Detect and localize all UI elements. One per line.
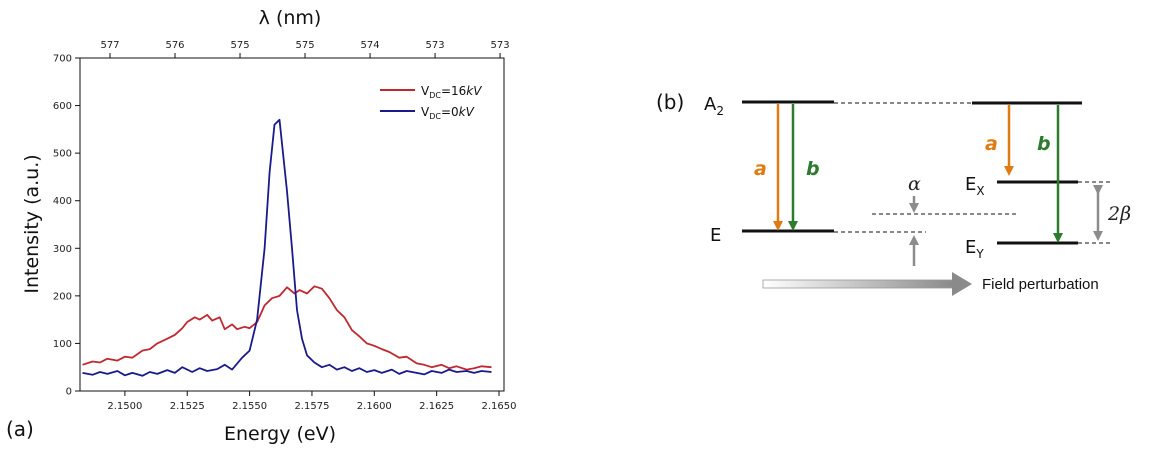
level-e-label: E (710, 225, 721, 246)
x-tick-label: 2.1600 (357, 401, 392, 412)
label-b-right: b (1037, 133, 1051, 155)
x-tick-label: 2.1575 (294, 401, 329, 412)
y-axis-ticks: 0 100 200 300 400 500 600 700 (53, 54, 80, 398)
level-ey-label: EY (965, 237, 984, 261)
field-arrow-shaft (762, 279, 954, 289)
series-layer (82, 118, 492, 377)
y-axis-title: Intensity (a.u.) (21, 154, 43, 293)
x-axis-title: Energy (eV) (224, 423, 336, 445)
top-tick-label: 575 (295, 40, 314, 51)
legend-unit: kV (466, 84, 482, 98)
field-perturbation-label: Field perturbation (982, 276, 1099, 293)
legend-v: V (421, 105, 430, 119)
x-tick-label: 2.1525 (170, 401, 205, 412)
top-tick-label: 576 (165, 40, 184, 51)
series-line-vdc0kv (82, 118, 492, 377)
x-tick-label: 2.1550 (232, 401, 267, 412)
plot-frame (79, 57, 505, 392)
top-tick-label: 574 (360, 40, 379, 51)
y-tick-label: 600 (53, 101, 72, 112)
label-b-left: b (806, 158, 820, 180)
legend-sub: DC (429, 112, 441, 121)
two-beta-label: 2β (1107, 203, 1131, 225)
panel-a-label: (a) (6, 417, 34, 441)
top-tick-label: 573 (491, 40, 510, 51)
legend-suffix: =16 (441, 84, 466, 98)
alpha-label: α (908, 173, 921, 195)
top-tick-label: 575 (230, 40, 249, 51)
top-axis-title: λ (nm) (259, 7, 322, 29)
top-axis-ticks: 577 576 575 575 574 573 573 (100, 40, 510, 58)
label-a-left: a (754, 158, 767, 180)
y-tick-label: 500 (53, 149, 72, 160)
x-tick-label: 2.1500 (107, 401, 142, 412)
y-tick-label: 0 (66, 387, 72, 398)
y-tick-label: 400 (53, 196, 72, 207)
legend: VDC=16kV VDC=0kV (380, 84, 482, 121)
legend-v: V (421, 84, 430, 98)
x-tick-label: 2.1650 (482, 401, 517, 412)
energy-level-diagram: (b) A2 E EX EY a b a b α (656, 90, 1131, 296)
legend-entry-16kv: VDC=16kV (421, 84, 482, 100)
label-a-right: a (985, 133, 998, 155)
top-tick-label: 577 (100, 40, 119, 51)
level-ex-label: EX (965, 174, 985, 198)
level-a2-label: A2 (704, 94, 724, 118)
legend-sub: DC (429, 91, 441, 100)
top-tick-label: 573 (426, 40, 445, 51)
y-tick-label: 300 (53, 244, 72, 255)
legend-unit: kV (459, 105, 475, 119)
panel-b-label: (b) (656, 90, 684, 114)
y-tick-label: 700 (53, 54, 72, 65)
spectrum-chart: 577 576 575 575 574 573 573 2.1500 2.1525 2.1550… (6, 7, 517, 445)
legend-suffix: =0 (441, 105, 459, 119)
x-tick-label: 2.1625 (419, 401, 454, 412)
y-tick-label: 100 (53, 339, 72, 350)
x-axis-ticks: 2.1500 2.1525 2.1550 2.1575 2.1600 2.1625 2.16… (107, 391, 517, 412)
y-tick-label: 200 (53, 291, 72, 302)
legend-entry-0kv: VDC=0kV (421, 105, 475, 121)
field-arrow-head (952, 272, 972, 296)
series-line-vdc16kv (82, 285, 492, 371)
